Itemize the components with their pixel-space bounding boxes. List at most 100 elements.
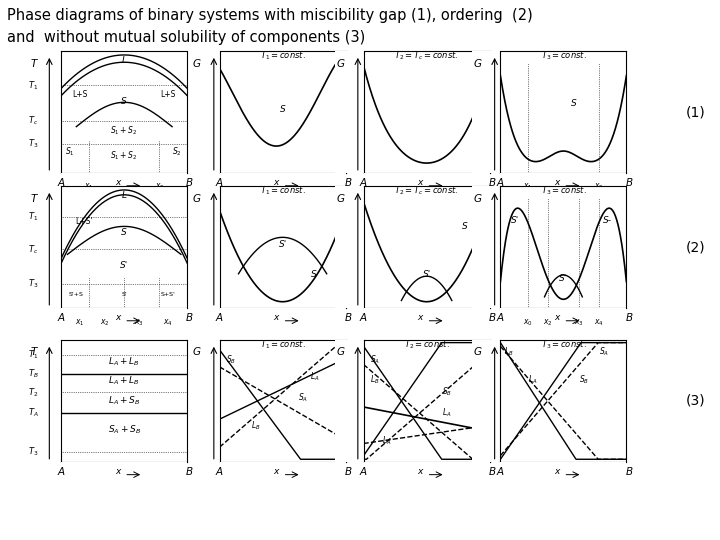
Text: $x_1$: $x_1$ — [523, 182, 533, 192]
Text: A: A — [216, 467, 223, 477]
Text: L+S: L+S — [73, 91, 88, 99]
Text: S': S' — [120, 261, 128, 269]
Text: $S_B$: $S_B$ — [441, 386, 452, 399]
Text: G: G — [192, 348, 201, 357]
Text: $T_2 = const.$: $T_2 = const.$ — [404, 339, 449, 351]
Text: $S_A+S_B$: $S_A+S_B$ — [108, 423, 140, 436]
Text: $x_2$: $x_2$ — [594, 182, 603, 192]
Text: and  without mutual solubility of components (3): and without mutual solubility of compone… — [7, 30, 366, 45]
Text: $S_B$: $S_B$ — [226, 353, 236, 366]
Text: $x_4$: $x_4$ — [594, 317, 603, 327]
Text: $T_B$: $T_B$ — [28, 368, 39, 381]
Text: A: A — [360, 467, 367, 477]
Text: A: A — [360, 178, 367, 188]
Text: x: x — [418, 178, 423, 187]
Text: $S_A$: $S_A$ — [370, 353, 380, 366]
Text: x: x — [115, 467, 120, 476]
Text: $x_0$: $x_0$ — [523, 317, 533, 327]
Text: B: B — [626, 178, 632, 188]
Text: B: B — [345, 178, 351, 188]
Text: $T_c$: $T_c$ — [28, 114, 39, 127]
Text: S': S' — [559, 274, 567, 283]
Text: S+S': S+S' — [161, 292, 176, 296]
Text: $L_A$: $L_A$ — [528, 374, 538, 386]
Text: $T_3$: $T_3$ — [28, 277, 39, 290]
Text: S: S — [462, 222, 467, 231]
Text: B: B — [345, 313, 351, 323]
Text: A: A — [216, 313, 223, 323]
Text: $T_1$: $T_1$ — [28, 79, 39, 92]
Text: T: T — [30, 59, 37, 69]
Text: (2): (2) — [685, 240, 705, 254]
Text: G: G — [336, 194, 345, 204]
Text: $x_2$: $x_2$ — [155, 182, 164, 192]
Text: $x_4$: $x_4$ — [163, 317, 174, 327]
Text: $T_3 = const.$: $T_3 = const.$ — [541, 339, 586, 351]
Text: L+S': L+S' — [75, 217, 93, 226]
Text: B: B — [489, 313, 495, 323]
Text: $L_B$: $L_B$ — [251, 420, 261, 433]
Text: T: T — [30, 194, 37, 204]
Text: G: G — [336, 348, 345, 357]
Text: S: S — [122, 97, 127, 105]
Text: x: x — [274, 313, 279, 322]
Text: $L_A$: $L_A$ — [441, 407, 451, 419]
Text: T: T — [30, 348, 37, 357]
Text: $S_1+S_2$: $S_1+S_2$ — [110, 149, 138, 161]
Text: G: G — [336, 59, 345, 69]
Text: B: B — [489, 178, 495, 188]
Text: x: x — [274, 178, 279, 187]
Text: S': S' — [423, 271, 431, 279]
Text: L: L — [122, 57, 127, 65]
Text: $T_1 = const.$: $T_1 = const.$ — [260, 339, 305, 351]
Text: $T_2$: $T_2$ — [28, 386, 39, 399]
Text: x: x — [274, 467, 279, 476]
Text: $L_B$: $L_B$ — [504, 346, 514, 358]
Text: x: x — [554, 313, 559, 322]
Text: S: S — [311, 271, 317, 279]
Text: x: x — [115, 313, 120, 322]
Text: $L_B$: $L_B$ — [370, 374, 379, 386]
Text: $x_2$: $x_2$ — [101, 317, 110, 327]
Text: $L_A$: $L_A$ — [310, 370, 320, 382]
Text: G: G — [473, 194, 482, 204]
Text: B: B — [489, 467, 495, 477]
Text: (1): (1) — [685, 105, 705, 119]
Text: G: G — [473, 59, 482, 69]
Text: x: x — [554, 178, 559, 187]
Text: L+S: L+S — [161, 91, 176, 99]
Text: A: A — [216, 178, 223, 188]
Text: $x_3$: $x_3$ — [135, 317, 144, 327]
Text: B: B — [186, 178, 193, 188]
Text: (3): (3) — [685, 394, 705, 408]
Text: S: S — [280, 105, 285, 114]
Text: $T_3 = const.$: $T_3 = const.$ — [541, 50, 586, 62]
Text: A: A — [497, 467, 504, 477]
Text: $T_3 = const.$: $T_3 = const.$ — [541, 185, 586, 197]
Text: $T_3$: $T_3$ — [28, 137, 39, 150]
Text: $x_1$: $x_1$ — [84, 182, 94, 192]
Text: B: B — [345, 467, 351, 477]
Text: $T_3$: $T_3$ — [28, 446, 39, 458]
Text: A: A — [360, 313, 367, 323]
Text: x: x — [418, 467, 423, 476]
Text: A: A — [497, 313, 504, 323]
Text: B: B — [626, 467, 632, 477]
Text: A: A — [497, 178, 504, 188]
Text: G: G — [192, 194, 201, 204]
Text: $T_1 = const.$: $T_1 = const.$ — [260, 185, 305, 197]
Text: x: x — [418, 313, 423, 322]
Text: $x_3$: $x_3$ — [574, 317, 583, 327]
Text: S: S — [122, 228, 127, 237]
Text: $T_c$: $T_c$ — [28, 243, 39, 256]
Text: $S_A$: $S_A$ — [298, 392, 308, 404]
Text: A: A — [58, 313, 65, 323]
Text: S'+S: S'+S — [69, 292, 84, 296]
Text: G: G — [473, 348, 482, 357]
Text: Phase diagrams of binary systems with miscibility gap (1), ordering  (2): Phase diagrams of binary systems with mi… — [7, 8, 533, 23]
Text: $T_1$: $T_1$ — [28, 211, 39, 223]
Text: $S_A$: $S_A$ — [598, 346, 609, 358]
Text: $S_1$: $S_1$ — [66, 146, 75, 158]
Text: A: A — [58, 178, 65, 188]
Text: $L_A$: $L_A$ — [382, 435, 392, 447]
